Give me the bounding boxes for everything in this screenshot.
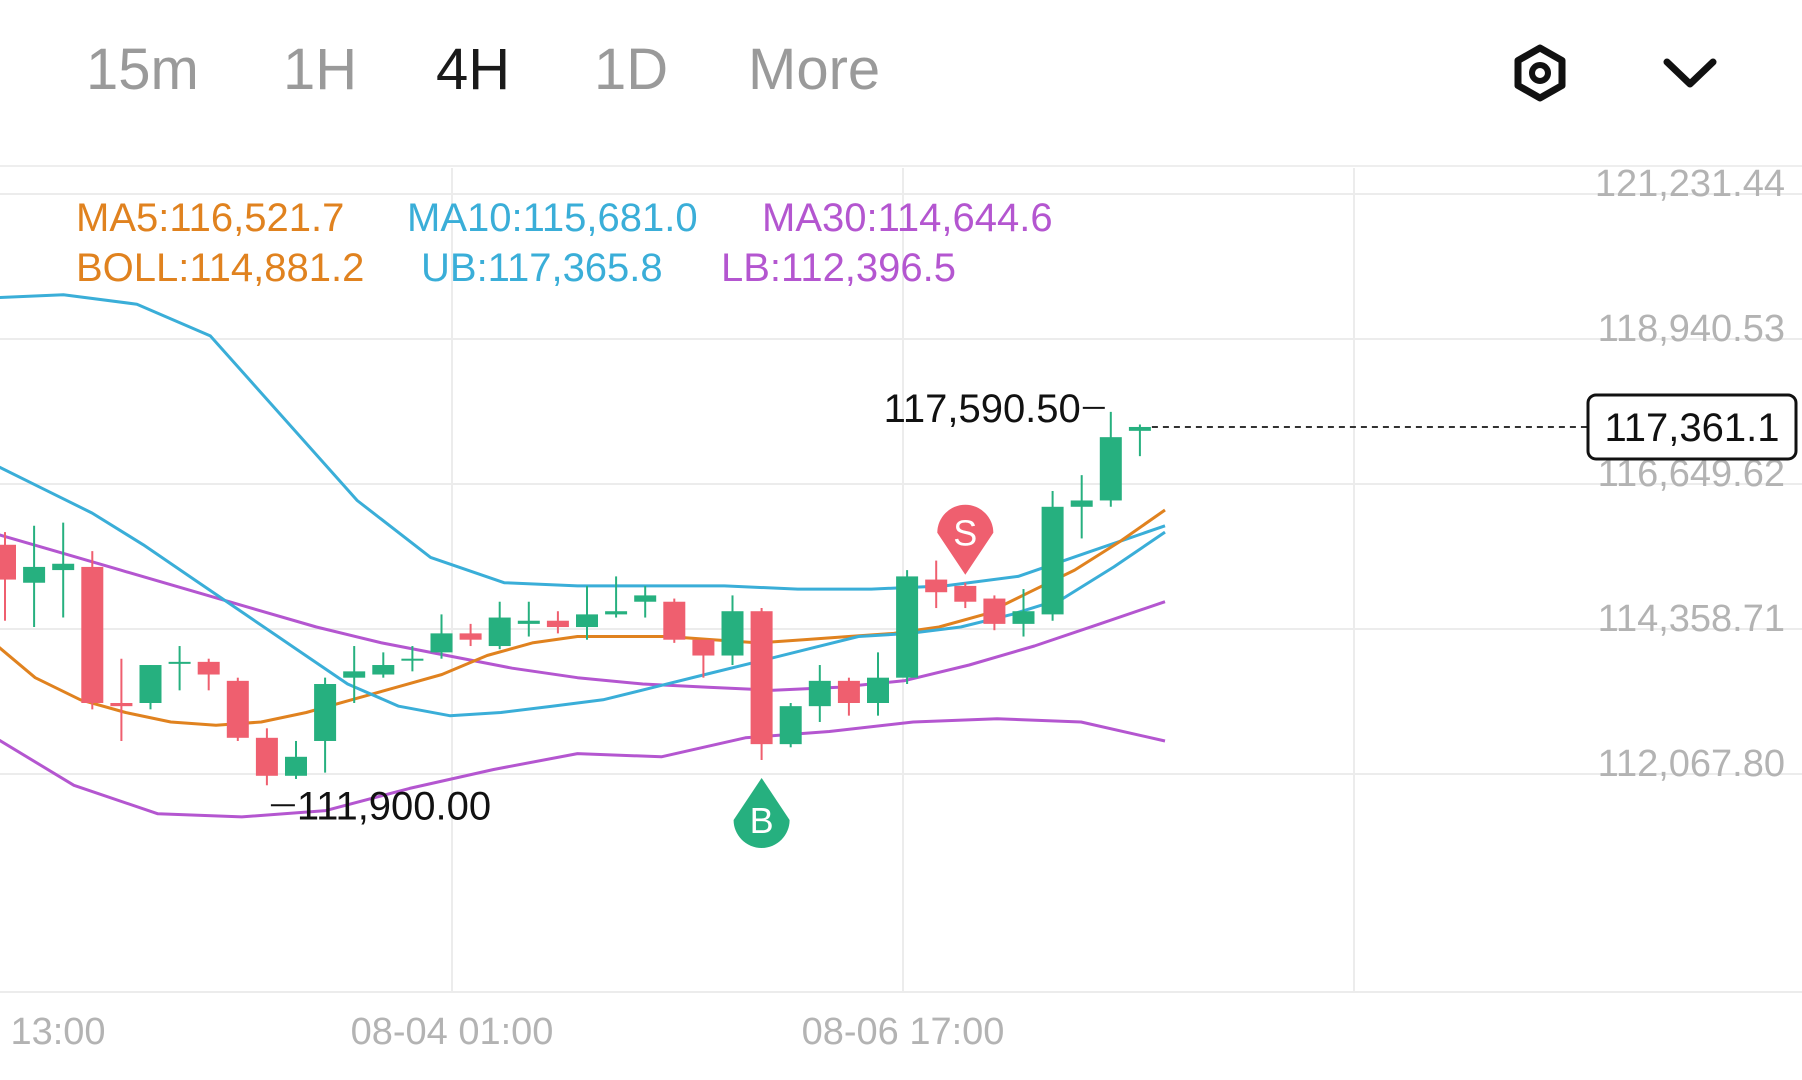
candle-body <box>925 579 948 593</box>
chevron-down-icon[interactable] <box>1655 38 1725 108</box>
current-price-label: 117,361.1 <box>1605 406 1780 450</box>
candle-body <box>576 614 598 628</box>
candle-body <box>226 680 249 738</box>
candle-body <box>1070 500 1093 507</box>
candle-body <box>546 620 569 628</box>
y-tick-label: 114,358.71 <box>1598 598 1785 640</box>
candle-body <box>372 665 395 675</box>
legend-ub: UB:117,365.8 <box>421 246 663 290</box>
candle-body <box>197 661 220 675</box>
header-divider <box>0 165 1802 167</box>
candle-body <box>401 658 424 661</box>
candle-body <box>168 661 191 664</box>
sell-signal-label: S <box>953 513 977 554</box>
candle-body <box>488 617 511 647</box>
timeframe-tab-bar: 15m 1H 4H 1D More <box>0 0 1802 140</box>
buy-signal-marker <box>733 777 790 848</box>
candle-body <box>605 611 628 615</box>
candle-body <box>459 633 482 640</box>
boll-lower-band-line <box>0 717 1166 819</box>
candle-body <box>139 665 162 703</box>
sell-signal-marker <box>937 504 994 575</box>
candle-body <box>896 576 919 678</box>
tab-4h[interactable]: 4H <box>436 37 511 102</box>
y-tick-label: 121,231.44 <box>1595 163 1785 205</box>
candle-body <box>517 620 540 624</box>
candle-body <box>867 677 889 703</box>
legend-ma30: MA30:114,644.6 <box>762 196 1053 240</box>
candle-body <box>0 544 16 580</box>
legend-row-boll: BOLL:114,881.2 UB:117,365.8 LB:112,396.5 <box>76 246 1276 296</box>
candle-body <box>1041 506 1064 615</box>
candle-body <box>1099 437 1122 501</box>
tab-1h[interactable]: 1H <box>283 37 358 102</box>
candle-body <box>750 611 773 745</box>
boll-upper-band-line <box>0 293 1166 591</box>
low-price-label: 111,900.00 <box>297 784 491 828</box>
candle-body <box>808 680 831 707</box>
candle-body <box>81 566 104 703</box>
current-price-box <box>1586 393 1798 461</box>
candle-body <box>837 680 860 703</box>
candle-body <box>692 639 715 656</box>
ma30-line <box>0 533 1166 692</box>
candle-body <box>430 633 453 653</box>
ma5-line <box>0 508 1166 727</box>
high-price-label: 117,590.50 <box>884 387 1081 431</box>
tab-more[interactable]: More <box>748 37 881 102</box>
candle-body <box>954 585 977 602</box>
buy-signal-label: B <box>750 800 774 841</box>
x-tick-label: 08-06 17:00 <box>802 1011 1005 1053</box>
candle-body <box>1012 611 1035 624</box>
legend-ma10: MA10:115,681.0 <box>407 196 698 240</box>
y-tick-label: 112,067.80 <box>1598 743 1785 785</box>
tab-1d[interactable]: 1D <box>594 37 669 102</box>
candle-body <box>343 671 366 678</box>
legend-row-ma: MA5:116,521.7 MA10:115,681.0 MA30:114,64… <box>76 196 1276 246</box>
candle-body <box>663 601 686 640</box>
candle-body <box>983 598 1006 624</box>
candle-body <box>314 684 337 741</box>
y-tick-label: 118,940.53 <box>1598 308 1785 350</box>
tab-15m[interactable]: 15m <box>86 37 199 102</box>
candle-body <box>779 706 802 745</box>
candle-body <box>23 566 46 583</box>
gear-hexagon-icon[interactable] <box>1505 38 1575 108</box>
legend-lb: LB:112,396.5 <box>721 246 957 290</box>
candle-body <box>634 595 657 602</box>
candle-body <box>721 611 744 656</box>
x-tick-label: 13:00 <box>10 1011 105 1053</box>
legend-boll: BOLL:114,881.2 <box>76 246 365 290</box>
candle-body <box>255 737 278 776</box>
candle-body <box>1128 426 1151 431</box>
ma10-line <box>0 465 1166 718</box>
candle-body <box>52 563 75 571</box>
legend-ma5: MA5:116,521.7 <box>76 196 345 240</box>
candle-body <box>285 756 307 776</box>
x-tick-label: 08-04 01:00 <box>351 1011 554 1053</box>
candle-body <box>110 702 133 707</box>
